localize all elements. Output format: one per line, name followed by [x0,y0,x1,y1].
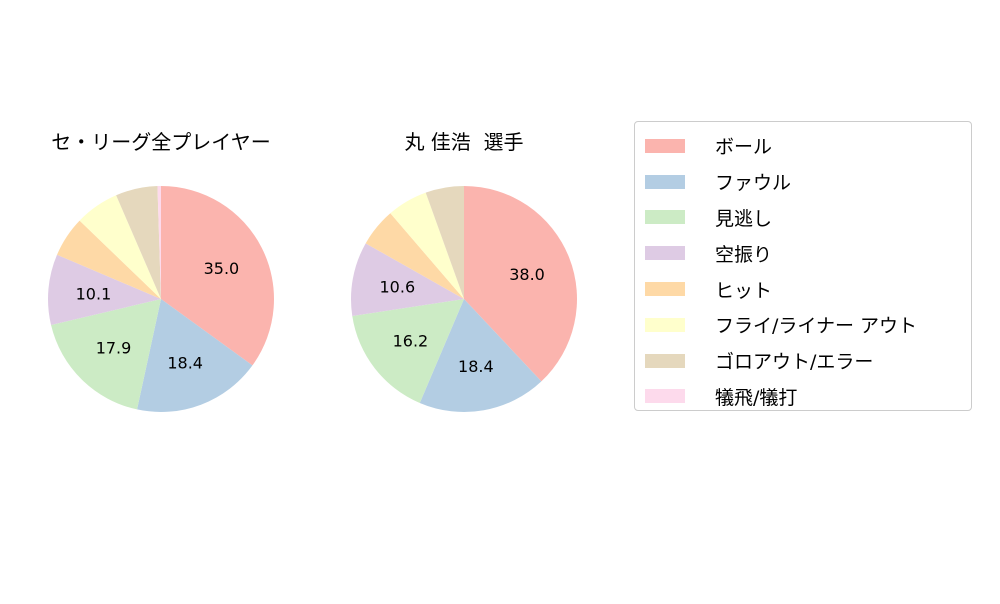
pie-slice [464,186,577,382]
legend-swatch [645,210,685,225]
legend-label: ヒット [715,279,773,302]
legend-swatch [645,138,685,153]
slice-label: 18.4 [458,357,494,376]
pie-slice [116,186,161,299]
pie-slice [390,192,464,299]
legend-item: ボール [645,128,971,164]
slice-label: 10.1 [76,284,112,303]
slice-label: 35.0 [204,259,240,278]
legend-item: ファウル [645,164,971,200]
legend-label: ファウル [715,172,792,195]
legend-label: ゴロアウト/エラー [715,351,874,374]
legend-swatch [645,246,685,261]
pie-slice [57,220,161,299]
pie-slice [419,299,542,412]
legend-label: フライ/ライナー アウト [715,315,918,338]
pie-slice [161,186,274,366]
legend-item: 見逃し [645,200,971,236]
slice-label: 16.2 [393,332,429,351]
legend-item: 犠飛/犠打 [645,379,971,415]
legend-item: ヒット [645,271,971,307]
chart-title-left: セ・リーグ全プレイヤー [51,130,270,154]
slice-label: 38.0 [509,265,545,284]
pie-slice [365,213,464,299]
pie-slice [351,243,464,316]
pie-slice [137,299,253,413]
legend-item: ゴロアウト/エラー [645,343,971,379]
legend-swatch [645,317,685,332]
pie-slice [425,186,464,299]
legend-label: ボール [715,136,773,159]
legend-swatch [645,389,685,404]
legend-label: 空振り [715,243,773,266]
slice-label: 17.9 [96,338,132,357]
legend-item: 空振り [645,235,971,271]
legend-swatch [645,174,685,189]
slice-label: 18.4 [167,353,203,372]
pie-slice [79,195,161,299]
legend-swatch [645,282,685,297]
legend-swatch [645,353,685,368]
legend-item: フライ/ライナー アウト [645,307,971,343]
slice-label: 10.6 [380,278,416,297]
pie-slice [51,299,161,410]
legend-label: 犠飛/犠打 [715,386,798,409]
chart-title-right: 丸 佳浩 選手 [404,130,523,154]
pie-slice [352,299,464,403]
pie-slice [157,186,161,299]
legend-label: 見逃し [715,207,773,230]
legend: ボールファウル見逃し空振りヒットフライ/ライナー アウト ゴロアウト/エラー 犠飛/… [634,121,972,411]
pie-slice [47,254,161,326]
